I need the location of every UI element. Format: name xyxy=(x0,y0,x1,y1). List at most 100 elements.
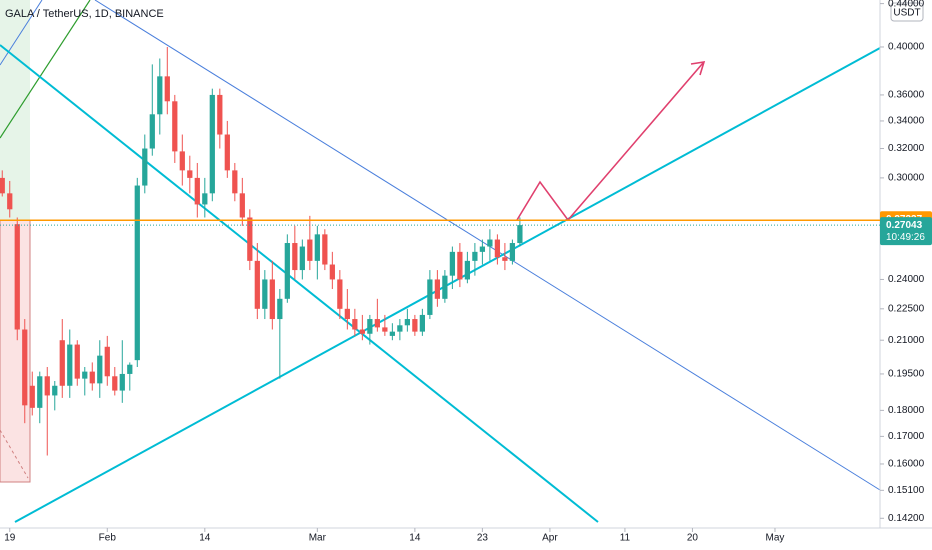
candle-body xyxy=(179,151,185,171)
y-tick-label: 0.21000 xyxy=(888,335,925,346)
candle-body xyxy=(434,279,440,299)
y-tick-label: 0.19500 xyxy=(888,369,925,380)
candle-body xyxy=(172,101,178,152)
currency-label: USDT xyxy=(893,8,920,19)
x-tick-label: Feb xyxy=(99,533,117,544)
candle-body xyxy=(202,193,208,205)
candle-body xyxy=(427,279,433,315)
candle-body xyxy=(14,224,20,330)
y-tick-label: 0.36000 xyxy=(888,90,925,101)
candle-body xyxy=(464,260,471,280)
x-tick-label: 11 xyxy=(620,533,631,544)
candle-body xyxy=(0,177,5,194)
candle-body xyxy=(494,239,501,258)
candle-body xyxy=(404,319,410,326)
candle-body xyxy=(22,329,28,406)
y-tick-label: 0.16000 xyxy=(888,459,925,470)
candle-body xyxy=(112,376,118,391)
candle-body xyxy=(29,385,35,408)
last-price-label: 0.27043 xyxy=(886,220,923,231)
candle-body xyxy=(359,329,365,334)
projection-path xyxy=(516,62,704,222)
candle-body xyxy=(254,260,260,309)
candle-body xyxy=(329,264,335,280)
x-tick-label: 14 xyxy=(199,533,211,544)
candle-body xyxy=(134,185,140,361)
y-tick-label: 0.18000 xyxy=(888,405,925,416)
candle-body xyxy=(337,279,343,309)
candle-body xyxy=(322,234,328,265)
candle-body xyxy=(517,225,523,244)
candle-body xyxy=(367,319,373,334)
candle-body xyxy=(449,251,456,276)
candle-body xyxy=(7,193,13,210)
candle-body xyxy=(209,94,215,194)
x-tick-label: Mar xyxy=(309,533,327,544)
candle-body xyxy=(457,251,463,280)
candle-body xyxy=(397,325,403,332)
candle-body xyxy=(314,234,320,261)
candle-body xyxy=(142,148,148,186)
countdown-label: 10:49:26 xyxy=(886,232,925,243)
y-tick-label: 0.24000 xyxy=(888,274,925,285)
candle-body xyxy=(127,364,133,374)
candle-body xyxy=(224,134,230,171)
candle-body xyxy=(502,257,508,261)
candle-body xyxy=(419,314,425,332)
candle-body xyxy=(89,371,95,384)
candle-body xyxy=(292,243,298,271)
last-price-box xyxy=(880,217,932,246)
trend-line xyxy=(0,0,43,66)
candles xyxy=(0,46,523,456)
candle-body xyxy=(344,308,350,320)
candle-body xyxy=(487,239,493,247)
candle-body xyxy=(217,94,223,135)
candle-body xyxy=(194,177,200,205)
y-tick-label: 0.17000 xyxy=(888,431,925,442)
candle-body xyxy=(149,114,155,149)
candle-body xyxy=(52,385,58,396)
x-tick-label: 23 xyxy=(477,533,489,544)
y-tick-label: 0.15100 xyxy=(888,485,925,496)
trend-line xyxy=(0,44,599,523)
candle-body xyxy=(232,170,238,194)
y-tick-label: 0.44000 xyxy=(888,0,925,9)
candle-body xyxy=(104,346,110,377)
projection-arrow xyxy=(690,61,706,76)
y-tick-label: 0.32000 xyxy=(888,143,925,154)
candle-body xyxy=(352,319,358,330)
candle-body xyxy=(389,331,395,336)
y-tick-label: 0.22500 xyxy=(888,303,925,314)
y-tick-label: 0.40000 xyxy=(888,42,925,53)
x-tick-label: 19 xyxy=(4,533,16,544)
trend-line xyxy=(0,0,91,139)
candle-body xyxy=(262,279,268,309)
y-tick-label: 0.14200 xyxy=(888,513,925,524)
candle-body xyxy=(44,376,50,396)
currency-box[interactable] xyxy=(890,2,924,22)
x-tick-label: Apr xyxy=(542,533,558,544)
profit-zone xyxy=(0,0,30,220)
candle-body xyxy=(74,344,80,379)
candle-body xyxy=(442,275,448,299)
candle-body xyxy=(382,327,388,332)
candle-body xyxy=(284,243,290,299)
candle-body xyxy=(67,344,73,386)
x-tick-label: 20 xyxy=(687,533,699,544)
candle-body xyxy=(187,170,193,178)
candle-body xyxy=(479,246,486,252)
candle-body xyxy=(82,371,88,379)
candle-body xyxy=(374,319,380,328)
x-tick-label: May xyxy=(766,533,785,544)
candle-body xyxy=(307,239,313,261)
candle-body xyxy=(157,76,163,115)
candle-body xyxy=(277,298,283,320)
candle-body xyxy=(239,193,245,218)
y-tick-label: 0.30000 xyxy=(888,173,925,184)
candle-body xyxy=(412,319,418,332)
candle-body xyxy=(509,243,516,261)
candle-body xyxy=(97,355,103,384)
candle-body xyxy=(247,217,253,261)
x-tick-label: 14 xyxy=(409,533,421,544)
